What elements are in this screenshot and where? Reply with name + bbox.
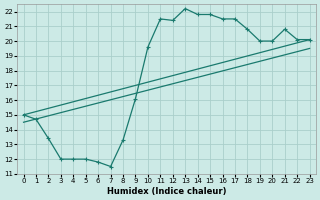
X-axis label: Humidex (Indice chaleur): Humidex (Indice chaleur) bbox=[107, 187, 226, 196]
